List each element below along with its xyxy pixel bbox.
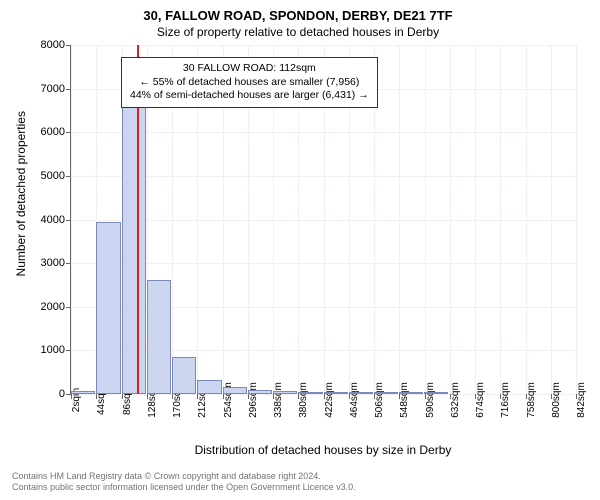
gridline-v: [399, 45, 400, 394]
x-tick-label: 506sqm: [374, 382, 385, 418]
x-tick-label: 548sqm: [399, 382, 410, 418]
histogram-bar: [374, 392, 398, 394]
gridline-v: [71, 45, 72, 394]
gridline-v: [450, 45, 451, 394]
y-tick-label: 5000: [41, 170, 65, 182]
footer-note: Contains HM Land Registry data © Crown c…: [12, 471, 356, 494]
histogram-bar: [324, 392, 348, 394]
x-tick-label: 842sqm: [576, 382, 587, 418]
gridline-v: [475, 45, 476, 394]
chart-title-main: 30, FALLOW ROAD, SPONDON, DERBY, DE21 7T…: [8, 8, 588, 23]
x-tick-label: 464sqm: [349, 382, 360, 418]
y-tick-label: 7000: [41, 83, 65, 95]
histogram-bar: [399, 392, 423, 394]
x-tick-label: 674sqm: [475, 382, 486, 418]
x-tick-label: 800sqm: [551, 382, 562, 418]
histogram-bar: [273, 391, 297, 394]
x-tick-label: 422sqm: [324, 382, 335, 418]
histogram-bar: [248, 390, 272, 394]
x-tick-label: 338sqm: [273, 382, 284, 418]
plot-area: 0100020003000400050006000700080002sqm44s…: [70, 45, 576, 395]
histogram-bar: [122, 86, 146, 394]
annotation-line-3: 44% of semi-detached houses are larger (…: [130, 89, 369, 103]
footer-line-2: Contains public sector information licen…: [12, 482, 356, 494]
y-tick-label: 3000: [41, 257, 65, 269]
histogram-bar: [96, 222, 120, 394]
histogram-bar: [197, 380, 221, 394]
histogram-bar: [172, 357, 196, 394]
y-tick-label: 8000: [41, 39, 65, 51]
gridline-v: [526, 45, 527, 394]
x-axis-label: Distribution of detached houses by size …: [70, 443, 576, 457]
y-tick-label: 6000: [41, 126, 65, 138]
annotation-box: 30 FALLOW ROAD: 112sqm ← 55% of detached…: [121, 57, 378, 108]
histogram-bar: [147, 280, 171, 394]
x-tick-label: 590sqm: [425, 382, 436, 418]
gridline-v: [551, 45, 552, 394]
y-tick-label: 2000: [41, 301, 65, 313]
x-tick-label: 296sqm: [248, 382, 259, 418]
gridline-v: [576, 45, 577, 394]
chart-title-sub: Size of property relative to detached ho…: [8, 25, 588, 39]
annotation-line-2: ← 55% of detached houses are smaller (7,…: [130, 76, 369, 90]
x-tick-label: 632sqm: [450, 382, 461, 418]
x-tick-label: 716sqm: [500, 382, 511, 418]
y-axis-label: Number of detached properties: [14, 111, 28, 276]
x-tick-label: 758sqm: [526, 382, 537, 418]
histogram-bar: [298, 392, 322, 394]
histogram-bar: [223, 387, 247, 394]
annotation-line-1: 30 FALLOW ROAD: 112sqm: [130, 62, 369, 76]
chart-container: 30, FALLOW ROAD, SPONDON, DERBY, DE21 7T…: [0, 0, 600, 500]
histogram-bar: [71, 391, 95, 394]
footer-line-1: Contains HM Land Registry data © Crown c…: [12, 471, 356, 483]
gridline-v: [500, 45, 501, 394]
gridline-v: [425, 45, 426, 394]
histogram-bar: [349, 392, 373, 394]
histogram-bar: [424, 392, 448, 394]
y-tick-label: 0: [59, 388, 65, 400]
x-tick-label: 380sqm: [298, 382, 309, 418]
y-tick-label: 4000: [41, 214, 65, 226]
y-tick-label: 1000: [41, 344, 65, 356]
